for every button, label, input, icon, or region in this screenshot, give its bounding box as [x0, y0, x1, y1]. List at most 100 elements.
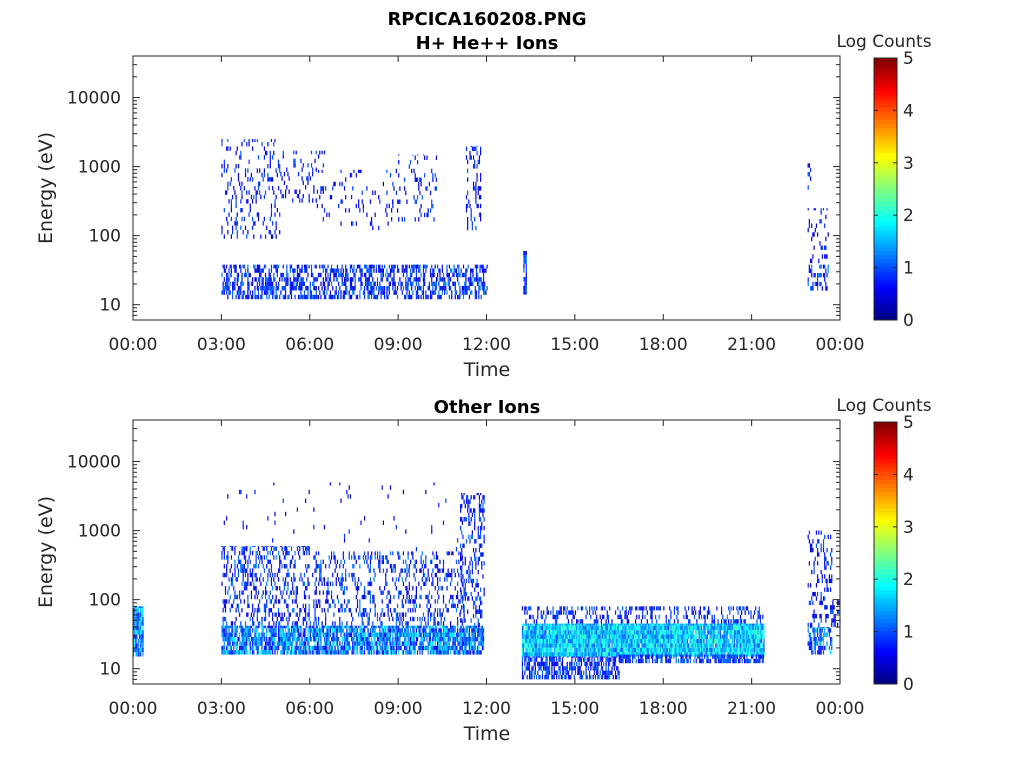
count-cell: [239, 612, 241, 617]
count-cell: [576, 630, 578, 635]
count-cell: [577, 630, 579, 635]
count-cell: [473, 641, 475, 646]
count-cell: [348, 529, 350, 534]
count-cell: [341, 603, 343, 609]
count-cell: [463, 499, 465, 504]
count-cell: [447, 650, 449, 655]
count-cell: [601, 614, 604, 620]
count-cell: [650, 614, 652, 620]
count-cell: [556, 643, 558, 648]
count-cell: [342, 294, 344, 300]
count-cell: [482, 281, 485, 287]
count-cell: [310, 163, 313, 168]
count-cell: [290, 641, 293, 646]
count-cell: [402, 286, 405, 291]
count-cell: [262, 577, 264, 582]
count-cell: [477, 203, 479, 209]
count-cell: [470, 272, 472, 278]
count-cell: [342, 555, 344, 560]
count-cell: [473, 650, 475, 655]
count-cell: [228, 286, 230, 291]
count-cell: [540, 634, 542, 639]
count-cell: [812, 286, 814, 291]
count-cell: [478, 543, 481, 548]
count-cell: [550, 625, 552, 631]
count-cell: [268, 230, 270, 235]
count-cell: [342, 645, 344, 651]
count-cell: [392, 577, 394, 582]
count-cell: [400, 568, 402, 573]
count-cell: [242, 290, 244, 295]
count-cell: [246, 581, 248, 587]
count-cell: [447, 281, 449, 287]
count-cell: [419, 264, 421, 269]
count-cell: [594, 610, 597, 615]
count-cell: [303, 632, 306, 637]
count-cell: [387, 636, 389, 642]
count-cell: [444, 632, 446, 637]
count-cell: [451, 577, 453, 582]
count-cell: [350, 286, 353, 291]
count-cell: [471, 530, 473, 535]
count-cell: [543, 638, 545, 644]
count-cell: [275, 194, 277, 200]
count-cell: [462, 636, 465, 642]
count-cell: [260, 272, 262, 278]
count-cell: [141, 612, 143, 617]
count-cell: [478, 628, 480, 633]
count-cell: [477, 636, 479, 642]
count-cell: [474, 495, 476, 500]
count-cell: [345, 641, 347, 646]
count-cell: [294, 564, 296, 569]
count-cell: [460, 594, 462, 600]
count-cell: [221, 272, 223, 278]
count-cell: [457, 538, 459, 543]
count-cell: [249, 641, 251, 646]
count-cell: [360, 281, 362, 287]
count-cell: [580, 634, 582, 639]
count-cell: [422, 294, 425, 300]
count-cell: [363, 290, 366, 295]
count-cell: [368, 632, 370, 637]
count-cell: [368, 294, 370, 300]
count-cell: [446, 272, 448, 278]
count-cell: [345, 608, 347, 613]
count-cell: [388, 616, 390, 622]
count-cell: [811, 264, 813, 269]
count-cell: [285, 641, 287, 646]
count-cell: [554, 647, 557, 653]
count-cell: [416, 290, 419, 295]
count-cell: [240, 599, 242, 604]
count-cell: [820, 245, 822, 250]
count-cell: [531, 634, 533, 639]
count-cell: [280, 545, 282, 547]
count-cell: [471, 281, 473, 287]
count-cell: [286, 625, 288, 629]
count-cell: [444, 645, 446, 651]
count-cell: [556, 638, 558, 644]
count-cell: [259, 268, 261, 273]
count-cell: [229, 281, 231, 287]
count-cell: [528, 614, 531, 620]
count-cell: [335, 564, 337, 569]
count-cell: [402, 264, 405, 269]
count-cell: [363, 628, 366, 633]
count-cell: [446, 290, 448, 295]
count-cell: [253, 621, 255, 626]
count-cell: [463, 609, 465, 614]
count-cell: [315, 586, 317, 591]
count-cell: [455, 290, 458, 295]
count-cell: [287, 550, 289, 556]
count-cell: [532, 623, 534, 626]
count-cell: [359, 603, 361, 609]
count-cell: [283, 180, 286, 186]
count-cell: [544, 647, 546, 653]
count-cell: [250, 632, 253, 637]
count-cell: [283, 546, 286, 551]
y-tick-label: 1000: [78, 158, 121, 178]
count-cell: [293, 628, 295, 633]
count-cell: [313, 636, 315, 642]
count-cell: [421, 645, 423, 651]
count-cell: [368, 290, 370, 295]
count-cell: [524, 606, 526, 611]
